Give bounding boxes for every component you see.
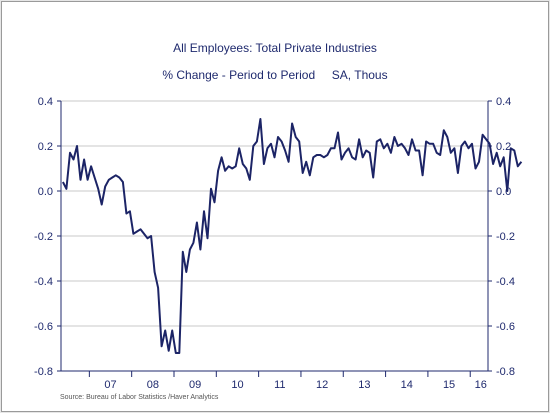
y-tick-label-right: -0.6 (496, 321, 515, 333)
y-tick-label-left: 0.0 (38, 186, 53, 198)
x-tick-label: 13 (358, 379, 370, 391)
x-tick-label: 12 (316, 379, 328, 391)
x-tick-label: 11 (274, 379, 285, 391)
y-tick-label-left: -0.2 (34, 231, 53, 243)
chart-subtitle: % Change - Period to Period SA, Thous (162, 68, 388, 82)
y-tick-label-left: -0.4 (34, 276, 53, 288)
y-tick-label-right: -0.8 (496, 366, 515, 378)
x-tick-label: 09 (189, 379, 201, 391)
y-tick-label-right: 0.0 (496, 186, 511, 198)
x-tick-label: 08 (147, 379, 159, 391)
chart-title: All Employees: Total Private Industries (173, 41, 377, 55)
x-tick-label: 10 (231, 379, 243, 391)
y-tick-label-left: 0.4 (38, 96, 53, 108)
y-tick-label-left: -0.6 (34, 321, 53, 333)
y-tick-label-right: -0.2 (496, 231, 515, 243)
x-tick-label: 15 (443, 379, 455, 391)
y-tick-label-left: 0.2 (38, 141, 53, 153)
x-tick-label: 16 (475, 379, 487, 391)
y-tick-label-right: 0.4 (496, 96, 511, 108)
y-tick-label-right: -0.4 (496, 276, 515, 288)
source-note: Source: Bureau of Labor Statistics /Have… (60, 394, 219, 401)
y-tick-label-left: -0.8 (34, 366, 53, 378)
series-line (62, 118, 523, 354)
x-tick-label: 14 (401, 379, 413, 391)
x-tick-label: 07 (104, 379, 116, 391)
y-tick-label-right: 0.2 (496, 141, 511, 153)
